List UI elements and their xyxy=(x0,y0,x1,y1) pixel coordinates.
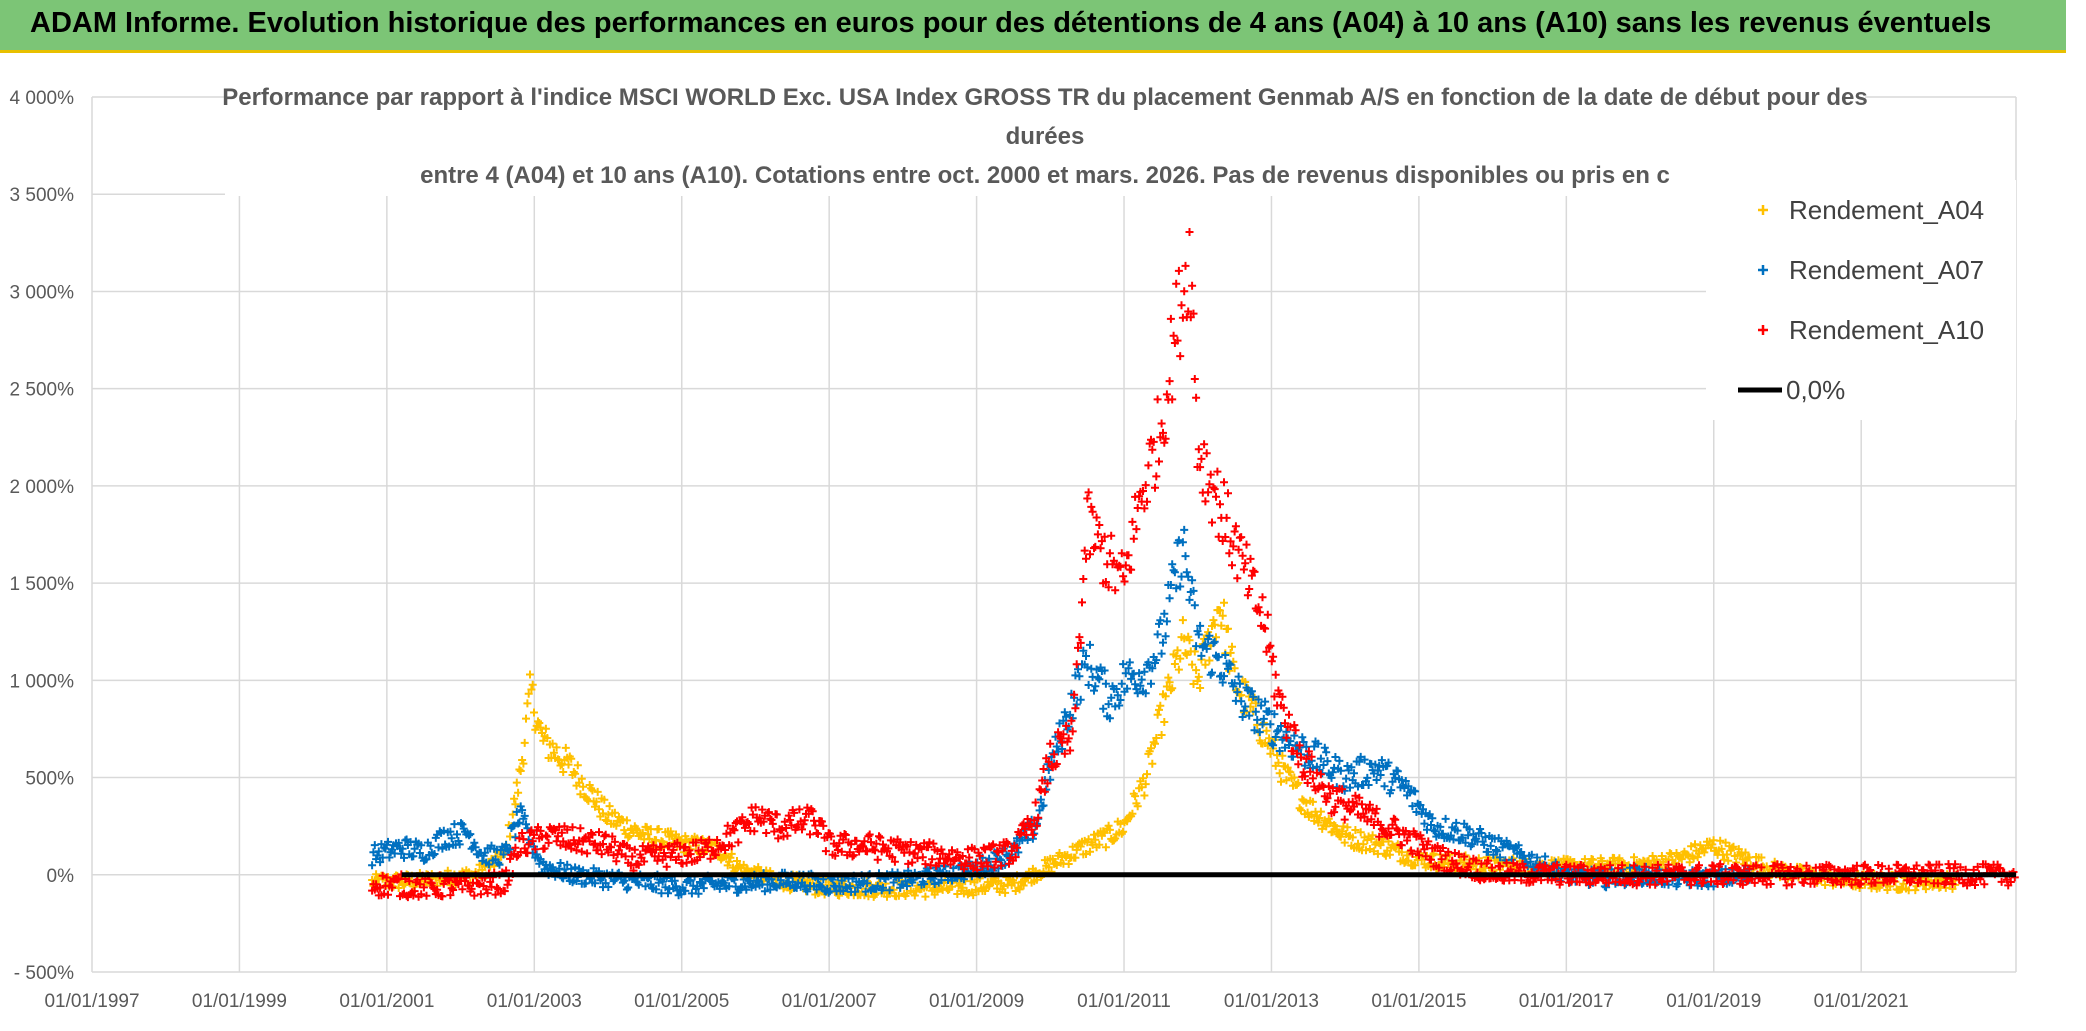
legend-item: 0,0% xyxy=(1738,375,1845,405)
x-tick-label: 01/01/2011 xyxy=(1077,991,1171,1012)
x-tick-label: 01/01/2003 xyxy=(487,991,582,1012)
gridlines xyxy=(91,96,2017,973)
x-tick-label: 01/01/1999 xyxy=(192,991,287,1012)
x-tick-label: 01/01/2001 xyxy=(339,991,434,1012)
report-banner: ADAM Informe. Evolution historique des p… xyxy=(0,0,2066,53)
legend-item: Rendement_A07 xyxy=(1758,255,1984,285)
point-markers xyxy=(368,228,2019,902)
y-axis-ticks: - 500% 0% 500% 1 000% 1 500% 2 000% 2 500% 3 00… xyxy=(10,88,75,984)
x-tick-label: 01/01/2017 xyxy=(1519,991,1614,1012)
y-tick-label: 0% xyxy=(47,866,75,887)
legend-label: 0,0% xyxy=(1786,375,1845,405)
legend-item: Rendement_A10 xyxy=(1758,315,1984,345)
x-tick-label: 01/01/2007 xyxy=(782,991,877,1012)
y-tick-label: 500% xyxy=(25,769,74,790)
report-title: ADAM Informe. Evolution historique des p… xyxy=(30,7,1992,39)
y-tick-label: 4 000% xyxy=(10,88,75,109)
point-markers xyxy=(368,598,1961,901)
chart-title: Performance par rapport à l'indice MSCI … xyxy=(222,78,1868,196)
x-tick-label: 01/01/1997 xyxy=(44,991,139,1012)
x-tick-label: 01/01/2013 xyxy=(1224,991,1319,1012)
chart-title-line-3: entre 4 (A04) et 10 ans (A10). Cotations… xyxy=(420,162,1670,189)
chart-title-line-1: Performance par rapport à l'indice MSCI … xyxy=(222,84,1868,111)
y-tick-label: 3 500% xyxy=(10,185,75,206)
y-tick-label: - 500% xyxy=(14,963,74,984)
chart-title-line-2: durées xyxy=(1006,123,1085,150)
legend-marker xyxy=(1758,205,1768,215)
y-tick-label: 2 500% xyxy=(10,380,75,401)
legend-marker xyxy=(1758,325,1768,335)
x-axis-ticks: 01/01/1997 01/01/1999 01/01/2001 01/01/2003… xyxy=(44,991,1908,1012)
x-tick-label: 01/01/2005 xyxy=(634,991,729,1012)
legend-label: Rendement_A04 xyxy=(1789,195,1984,225)
y-tick-label: 1 000% xyxy=(10,671,75,692)
legend-label: Rendement_A10 xyxy=(1789,315,1984,345)
data-points xyxy=(368,228,2019,902)
y-tick-label: 2 000% xyxy=(10,477,75,498)
x-tick-label: 01/01/2019 xyxy=(1666,991,1761,1012)
legend-background xyxy=(1706,180,2016,420)
y-tick-label: 3 000% xyxy=(10,282,75,303)
y-tick-label: 1 500% xyxy=(10,574,75,595)
chart-title-background xyxy=(225,78,1865,196)
x-tick-label: 01/01/2009 xyxy=(929,991,1024,1012)
x-tick-label: 01/01/2015 xyxy=(1371,991,1466,1012)
legend-marker xyxy=(1758,265,1768,275)
legend: Rendement_A04 Rendement_A07 Rendement_A10 0… xyxy=(1706,180,2016,420)
legend-label: Rendement_A07 xyxy=(1789,255,1984,285)
legend-item: Rendement_A04 xyxy=(1758,195,1984,225)
x-tick-label: 01/01/2021 xyxy=(1814,991,1909,1012)
series-rendement-a04 xyxy=(368,598,1961,901)
series-rendement-a10 xyxy=(368,228,2019,902)
